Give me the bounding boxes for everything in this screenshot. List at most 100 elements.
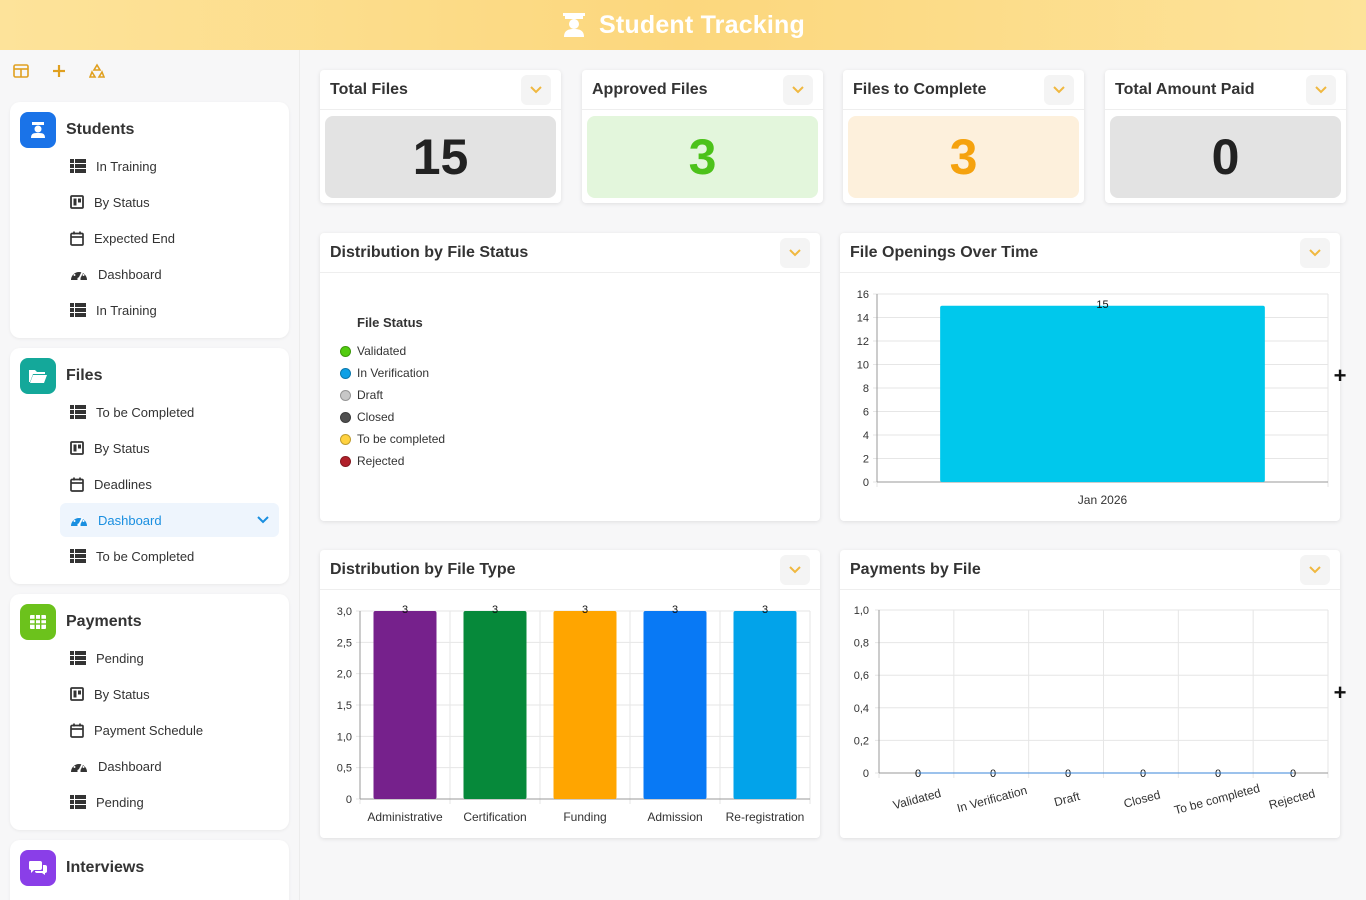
kpi-card-approved-files: Approved Files 3	[582, 70, 823, 203]
kpi-title: Total Files	[330, 80, 408, 98]
x-tick-label: Administrative	[367, 810, 443, 824]
chevron-down-icon[interactable]	[1306, 74, 1336, 105]
legend-item[interactable]: Draft	[340, 384, 445, 406]
table-icon	[70, 795, 86, 809]
sidebar-group-header[interactable]: Files	[20, 358, 102, 394]
sidebar-group-header[interactable]: Students	[20, 112, 134, 148]
sidebar-item-label: By Status	[94, 440, 150, 456]
legend-item[interactable]: Validated	[340, 340, 445, 362]
x-tick-label: Validated	[891, 786, 942, 812]
legend-item[interactable]: In Verification	[340, 362, 445, 384]
sidebar-item-in-training[interactable]: In Training	[60, 293, 279, 327]
y-tick-label: 0,5	[337, 763, 352, 775]
y-tick-label: 16	[857, 289, 869, 301]
top-header: Student Tracking	[0, 0, 1366, 50]
sidebar-item-label: In Training	[96, 158, 157, 174]
sidebar-item-by-status[interactable]: By Status	[60, 677, 279, 711]
bar-administrative[interactable]	[373, 611, 437, 799]
y-tick-label: 2,0	[337, 669, 352, 681]
bar-funding[interactable]	[553, 611, 617, 799]
student-icon	[20, 112, 56, 148]
payments-chart-card: Payments by File 0 0,2 0,4 0,6 0,8 1,0 0 Valida…	[840, 550, 1340, 838]
y-tick-label: 0	[863, 477, 869, 489]
kanban-icon	[70, 687, 84, 701]
kpi-title: Total Amount Paid	[1115, 80, 1255, 98]
y-tick-label: 4	[863, 430, 869, 442]
sidebar-item-label: In Training	[96, 302, 157, 318]
add-widget-button[interactable]: +	[1333, 363, 1347, 388]
sidebar-item-to-be-completed[interactable]: To be Completed	[60, 395, 279, 429]
chat-icon	[20, 850, 56, 886]
sidebar-item-label: By Status	[94, 686, 150, 702]
sidebar-item-expected-end[interactable]: Expected End	[60, 221, 279, 255]
bar-value-label: 3	[492, 604, 498, 616]
gauge-icon	[70, 512, 88, 528]
payments-line-chart: 0 0,2 0,4 0,6 0,8 1,0 0 Validated 0 In Verificati…	[854, 605, 1329, 817]
chevron-down-icon[interactable]	[780, 554, 810, 585]
sidebar-item-deadlines[interactable]: Deadlines	[60, 467, 279, 501]
app-title: Student Tracking	[598, 10, 805, 39]
legend-item[interactable]: To be completed	[340, 428, 445, 450]
y-tick-label: 14	[857, 313, 869, 325]
chevron-down-icon[interactable]	[257, 512, 269, 527]
sidebar-group-title: Files	[66, 367, 103, 384]
sidebar-item-dashboard[interactable]: Dashboard	[60, 257, 279, 291]
chevron-down-icon[interactable]	[780, 237, 810, 268]
legend-item[interactable]: Rejected	[340, 450, 445, 472]
sidebar-item-dashboard[interactable]: Dashboard	[60, 749, 279, 783]
sidebar-item-label: Dashboard	[98, 266, 162, 282]
add-icon[interactable]	[50, 62, 68, 80]
sidebar-item-by-status[interactable]: By Status	[60, 431, 279, 465]
sidebar-item-payment-schedule[interactable]: Payment Schedule	[60, 713, 279, 747]
bar-jan-2026[interactable]	[940, 305, 1265, 482]
chevron-down-icon[interactable]	[783, 74, 813, 105]
sidebar-group-header[interactable]: Payments	[20, 604, 142, 640]
sidebar-group-title: Payments	[66, 613, 142, 630]
sidebar-group-students: Students In Training By Status Expected End…	[10, 102, 289, 338]
sidebar-item-label: To be Completed	[96, 548, 195, 564]
bar-certification[interactable]	[463, 611, 527, 799]
sidebar-item-dashboard[interactable]: Dashboard	[60, 503, 279, 537]
card-header: Files to Complete	[843, 70, 1084, 110]
sidebar: Students In Training By Status Expected End…	[0, 50, 300, 900]
x-tick-label: To be completed	[1173, 781, 1262, 817]
point-value-label: 0	[1290, 768, 1296, 780]
calendar-icon	[70, 477, 84, 492]
y-tick-label: 2	[863, 454, 869, 466]
bar-admission[interactable]	[643, 611, 707, 799]
bar-value-label: 15	[1096, 299, 1108, 311]
sidebar-item-to-be-completed[interactable]: To be Completed	[60, 539, 279, 573]
type-bar-chart: 0 0,5 1,0 1,5 2,0 2,5 3,0 3 Administrative 3 Certi…	[337, 604, 811, 824]
legend-swatch	[340, 433, 351, 445]
recycle-icon[interactable]	[88, 62, 106, 80]
sidebar-item-label: Pending	[96, 794, 144, 810]
sidebar-item-pending[interactable]: Pending	[60, 785, 279, 819]
chevron-down-icon[interactable]	[1300, 554, 1330, 585]
card-header: Distribution by File Type	[320, 550, 820, 590]
card-header: Total Files	[320, 70, 561, 110]
sidebar-item-in-training[interactable]: In Training	[60, 149, 279, 183]
table-icon	[70, 303, 86, 317]
sidebar-group-title: Students	[66, 121, 135, 138]
sidebar-item-pending[interactable]: Pending	[60, 641, 279, 675]
chevron-down-icon[interactable]	[1300, 237, 1330, 268]
chevron-down-icon[interactable]	[521, 74, 551, 105]
bar-value-label: 3	[672, 604, 678, 616]
graduation-cap-icon	[562, 13, 585, 37]
bar-value-label: 3	[402, 604, 408, 616]
legend-swatch	[340, 367, 351, 379]
x-tick-label: Jan 2026	[1078, 493, 1128, 507]
chevron-down-icon[interactable]	[1044, 74, 1074, 105]
legend-item[interactable]: Closed	[340, 406, 445, 428]
gauge-icon	[70, 758, 88, 774]
table-icon	[70, 159, 86, 173]
y-tick-label: 0	[346, 794, 352, 806]
columns-icon[interactable]	[12, 62, 30, 80]
openings-chart-card: File Openings Over Time 0 2 4 6 8 10 12 14 16 15 J…	[840, 233, 1340, 521]
sidebar-item-label: Expected End	[94, 230, 175, 246]
bar-re-registration[interactable]	[733, 611, 797, 799]
sidebar-item-by-status[interactable]: By Status	[60, 185, 279, 219]
status-legend: File Status Validated In Verification Draf…	[340, 315, 445, 472]
sidebar-group-header[interactable]: Interviews	[20, 850, 144, 886]
add-widget-button[interactable]: +	[1333, 680, 1347, 705]
